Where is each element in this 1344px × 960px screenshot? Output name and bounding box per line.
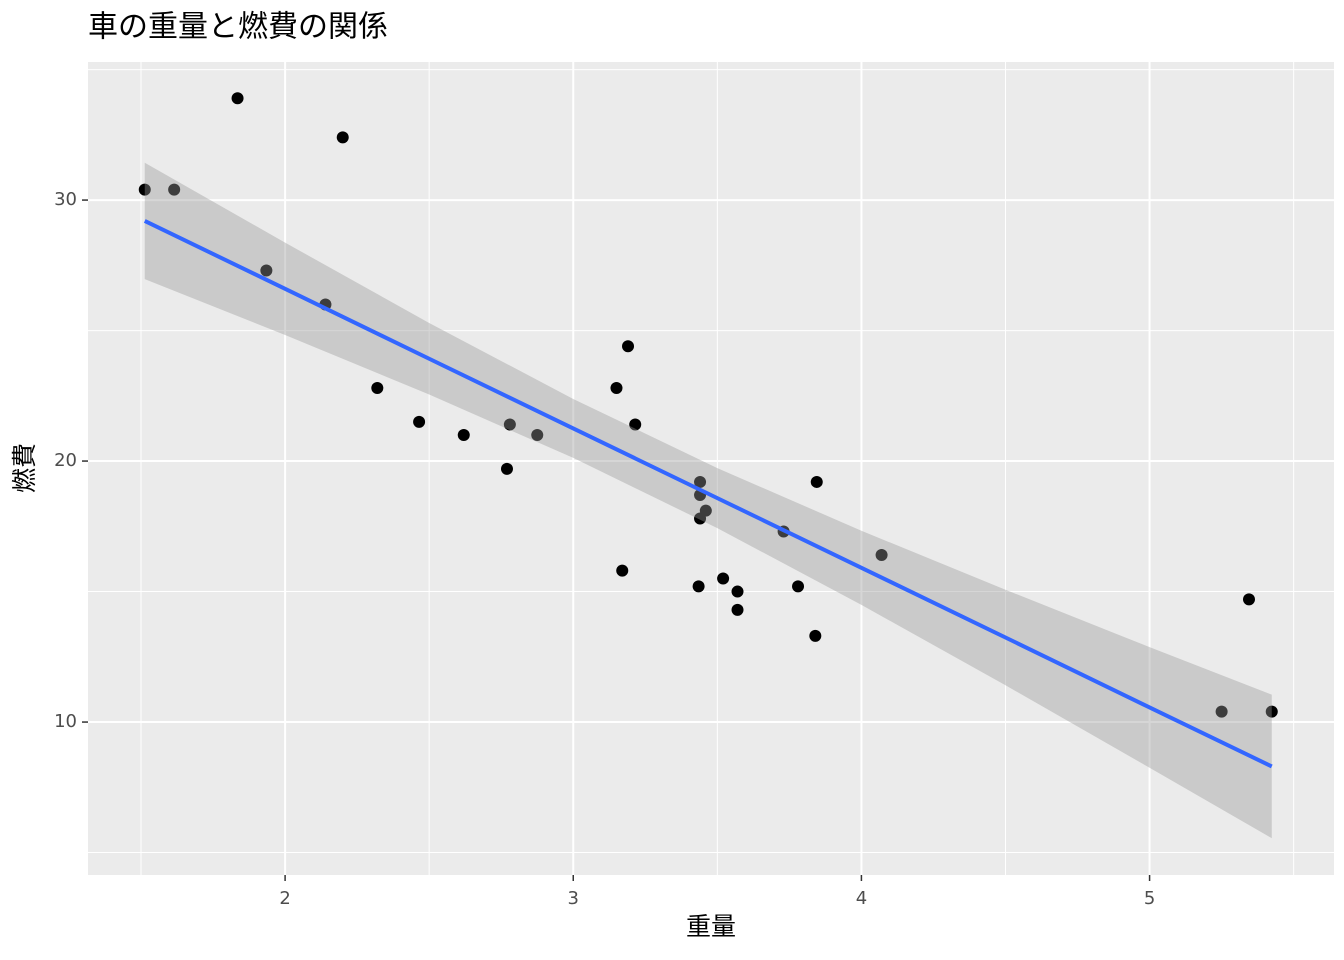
point	[694, 475, 707, 488]
point	[629, 418, 642, 431]
y-tick-label: 10	[54, 711, 77, 732]
point	[694, 512, 707, 525]
point	[610, 381, 623, 394]
grid	[88, 62, 1334, 875]
point	[1242, 593, 1255, 606]
point	[413, 415, 426, 428]
x-tick-label: 4	[856, 888, 867, 909]
point	[231, 92, 244, 105]
point	[731, 585, 744, 598]
point	[457, 428, 470, 441]
point	[809, 629, 822, 642]
point	[500, 462, 513, 475]
y-axis-label: 燃費	[10, 443, 39, 493]
y-tick-label: 20	[54, 450, 77, 471]
confidence-band	[144, 162, 1272, 839]
point	[616, 564, 629, 577]
point	[1265, 705, 1278, 718]
x-tick-label: 3	[568, 888, 579, 909]
point	[875, 549, 888, 562]
panel	[88, 62, 1334, 875]
chart-title: 車の重量と燃費の関係	[88, 10, 388, 45]
point	[503, 418, 516, 431]
point	[622, 340, 635, 353]
point	[531, 428, 544, 441]
point	[371, 381, 384, 394]
point	[692, 580, 705, 593]
y-tick-label: 30	[54, 189, 77, 210]
point	[731, 603, 744, 616]
marks	[138, 92, 1278, 839]
fit-line	[143, 219, 1273, 769]
x-axis-label: 重量	[686, 912, 736, 941]
x-tick-label: 5	[1144, 888, 1155, 909]
point	[792, 580, 805, 593]
point	[1215, 705, 1228, 718]
point	[717, 572, 730, 585]
point	[260, 264, 273, 277]
point	[810, 475, 823, 488]
point	[168, 183, 181, 196]
point	[336, 131, 349, 144]
point	[138, 183, 151, 196]
x-tick-label: 2	[279, 888, 290, 909]
